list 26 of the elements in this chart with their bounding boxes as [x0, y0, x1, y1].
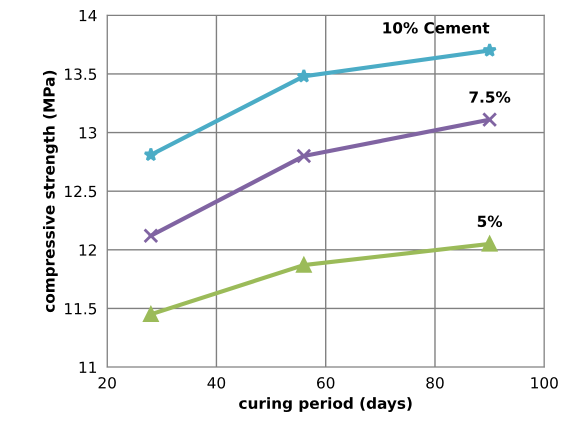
x-tick-label: 20: [98, 377, 116, 389]
series-label: 7.5%: [469, 91, 510, 103]
y-tick-label: 12.5: [65, 186, 96, 198]
point: [482, 236, 498, 252]
point: [296, 68, 312, 83]
point: [296, 257, 312, 273]
y-tick-label: 12: [80, 244, 96, 256]
y-axis-title: compressive strength (MPa): [42, 70, 58, 312]
y-tick-label: 13.5: [65, 68, 96, 80]
series-label: 5%: [478, 216, 502, 228]
point: [144, 147, 158, 162]
point: [143, 306, 159, 322]
point: [482, 112, 498, 128]
x-axis-title: curing period (days): [239, 397, 412, 412]
point: [143, 228, 159, 244]
x-tick-label: 100: [531, 377, 558, 389]
y-tick-label: 14: [80, 10, 97, 22]
series-label: 10% Cement: [383, 22, 490, 34]
point: [296, 148, 312, 164]
x-tick-label: 80: [426, 377, 444, 389]
y-tick-label: 11: [80, 362, 96, 373]
y-tick-label: 13: [80, 127, 96, 139]
x-tick-label: 40: [207, 377, 226, 389]
point: [482, 42, 497, 57]
x-tick-label: 60: [317, 377, 334, 389]
y-tick-label: 11.5: [65, 303, 96, 314]
